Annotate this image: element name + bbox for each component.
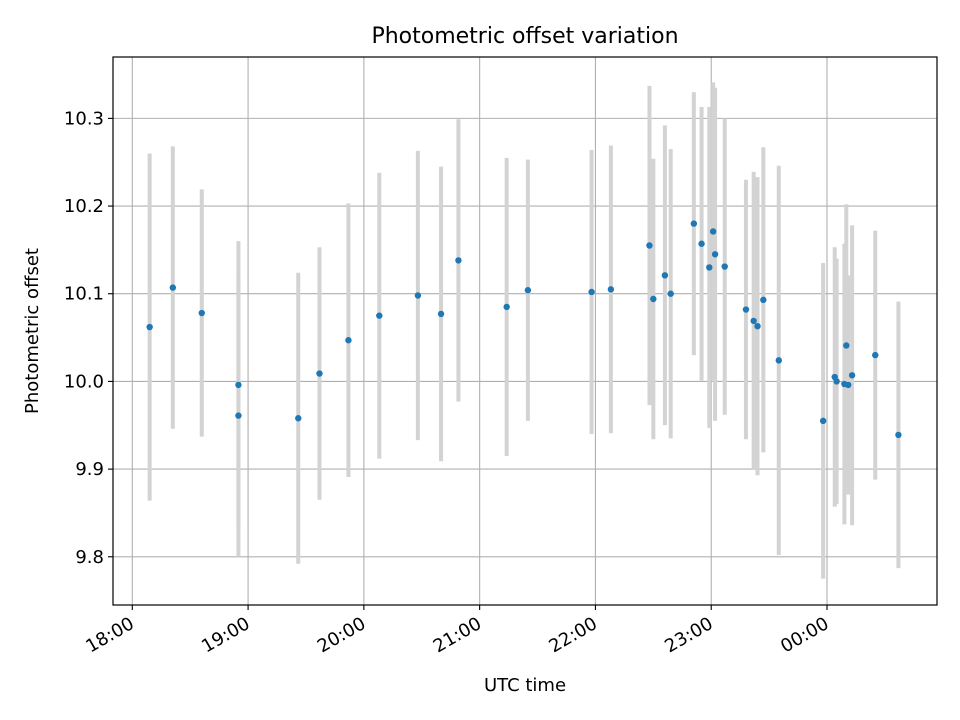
data-point — [437, 310, 445, 318]
data-point — [843, 342, 850, 349]
data-point — [646, 242, 653, 249]
data-point — [742, 306, 750, 313]
data-point — [711, 251, 719, 258]
data-point — [235, 381, 242, 389]
chart-title: Photometric offset variation — [371, 24, 678, 49]
data-point — [316, 370, 323, 377]
data-points — [146, 220, 902, 439]
data-point — [709, 228, 717, 235]
data-point — [146, 323, 153, 331]
y-tick-label: 9.8 — [75, 547, 104, 568]
data-point — [455, 257, 462, 264]
data-point — [760, 296, 767, 304]
data-point — [295, 415, 302, 422]
data-point — [169, 284, 177, 291]
y-tick-label: 10.0 — [64, 371, 104, 392]
data-point — [895, 431, 902, 439]
data-point — [503, 303, 510, 311]
data-point — [819, 417, 827, 425]
data-point — [706, 264, 713, 271]
data-point — [661, 272, 669, 279]
data-point — [198, 309, 205, 317]
y-axis-ticks: 9.8 9.9 10.0 10.1 10.2 10.3 — [64, 108, 113, 568]
data-point — [775, 357, 782, 364]
data-point — [588, 288, 595, 296]
y-tick-label: 9.9 — [75, 459, 104, 480]
data-point — [698, 240, 705, 247]
data-point — [235, 412, 242, 419]
data-point — [750, 317, 757, 325]
data-point — [848, 372, 856, 379]
data-point — [650, 295, 657, 303]
data-point — [524, 287, 532, 294]
data-point — [345, 337, 352, 344]
data-point — [845, 381, 852, 389]
data-point — [872, 351, 879, 359]
x-axis-label: UTC time — [484, 675, 566, 696]
data-point — [754, 322, 761, 330]
y-axis-label: Photometric offset — [22, 248, 43, 414]
data-point — [833, 378, 840, 385]
data-point — [607, 286, 615, 293]
y-tick-label: 10.2 — [64, 196, 104, 217]
plot-frame — [112, 56, 938, 606]
data-point — [376, 312, 383, 319]
data-point — [690, 220, 698, 227]
data-point — [414, 292, 422, 299]
y-tick-label: 10.1 — [64, 284, 104, 305]
data-point — [667, 290, 674, 297]
grid — [113, 57, 937, 605]
y-tick-label: 10.3 — [64, 108, 104, 129]
data-point — [721, 263, 728, 270]
